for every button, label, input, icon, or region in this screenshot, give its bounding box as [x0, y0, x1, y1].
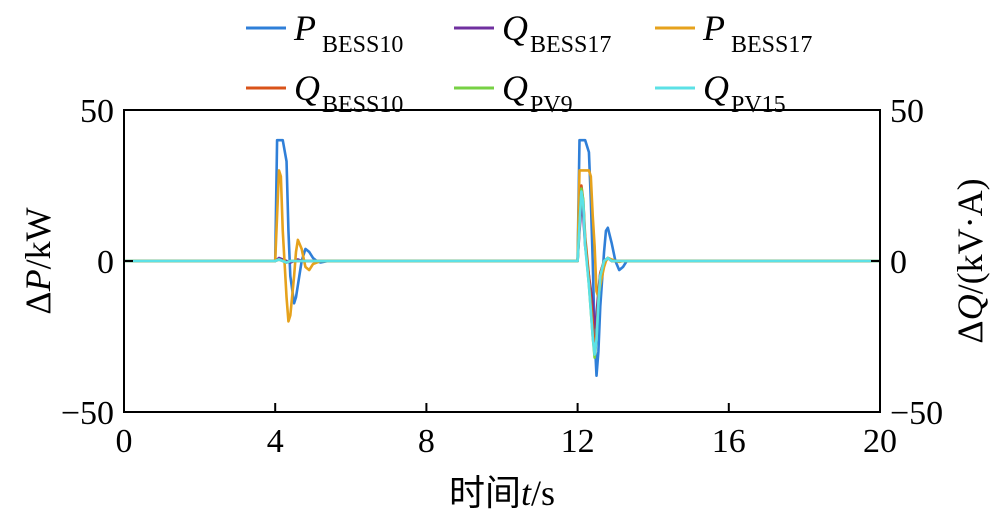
legend-label-main: P: [702, 8, 725, 48]
legend-item-p-bess10: P BESS10: [246, 8, 403, 58]
y-axis-title-right: ΔQ/(kV·A): [950, 178, 990, 343]
legend-label-sub: PV15: [731, 92, 786, 118]
series-line-p-bess10: [124, 138, 880, 378]
series-line-q-bess10: [124, 184, 880, 353]
series-line-q-pv15: [124, 190, 880, 356]
legend-label-main: Q: [703, 68, 729, 108]
legend-item-q-pv9: Q PV9: [454, 68, 573, 118]
legend-label-sub: BESS17: [731, 32, 812, 58]
legend-item-q-bess17: Q BESS17: [454, 8, 611, 58]
y-tick-label-left: 50: [80, 93, 114, 130]
y-tick-label-right: 0: [890, 244, 907, 281]
legend-item-p-bess17: P BESS17: [655, 8, 812, 58]
legend-label-sub: BESS17: [530, 32, 611, 58]
series-line-q-pv9: [124, 187, 880, 359]
legend-label-sub: BESS10: [322, 92, 403, 118]
legend-label-sub: PV9: [530, 92, 573, 118]
y-tick-label-left: 0: [97, 244, 114, 281]
legend-label-main: Q: [502, 68, 528, 108]
x-tick-label: 0: [116, 423, 133, 460]
x-tick-label: 4: [267, 423, 284, 460]
series-layer: [124, 138, 880, 378]
x-tick-label: 8: [418, 423, 435, 460]
y-tick-label-right: 50: [890, 93, 924, 130]
y-tick-label-right: −50: [890, 395, 943, 432]
x-tick-label: 12: [561, 423, 595, 460]
y-axis-title-left: ΔP/kW: [18, 207, 58, 314]
y-tick-label-left: −50: [61, 395, 114, 432]
x-tick-label: 16: [712, 423, 746, 460]
legend-label-main: P: [293, 8, 316, 48]
legend-item-q-pv15: Q PV15: [655, 68, 786, 118]
legend-label-main: Q: [294, 68, 320, 108]
series-line-p-bess17: [124, 169, 880, 323]
x-tick-label: 20: [863, 423, 897, 460]
legend-label-sub: BESS10: [322, 32, 403, 58]
legend-label-main: Q: [502, 8, 528, 48]
legend-item-q-bess10: Q BESS10: [246, 68, 403, 118]
series-line-q-bess17: [124, 205, 880, 329]
x-axis-title: 时间t/s: [449, 473, 555, 513]
